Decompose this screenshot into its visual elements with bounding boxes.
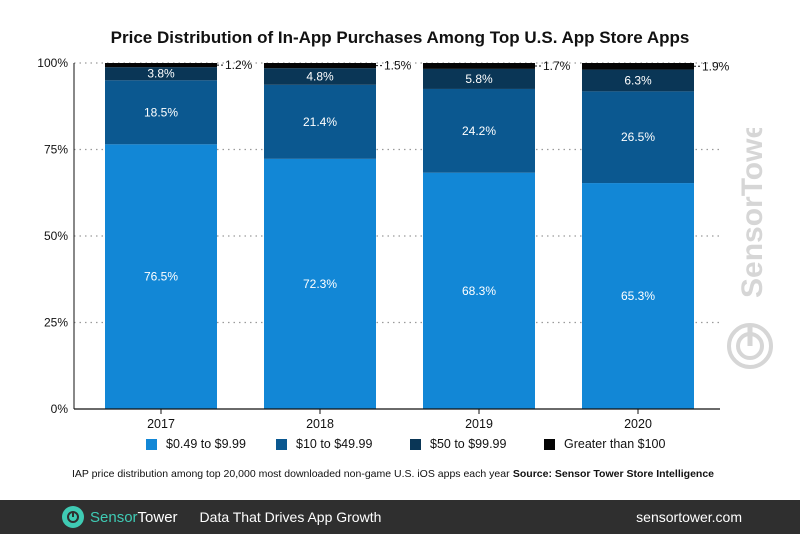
sensortower-logo-icon (62, 506, 84, 528)
bar-2017-3 (105, 63, 217, 68)
data-label-2018-2: 4.8% (306, 69, 334, 83)
legend-swatch-3 (544, 438, 555, 450)
legend-label-3: Greater than $100 (564, 437, 666, 451)
x-tick-label-2017: 2017 (147, 417, 175, 431)
y-tick-label-2: 50% (44, 229, 68, 243)
footer-logo[interactable]: SensorTower (62, 506, 178, 528)
data-label-2019-0: 68.3% (462, 284, 496, 298)
legend-item-0: $0.49 to $9.99 (146, 437, 246, 451)
bar-2019-2 (423, 68, 535, 89)
legend-label-2: $50 to $99.99 (430, 437, 507, 451)
chart-source: Source: Sensor Tower Store Intelligence (512, 468, 714, 480)
legend-label-1: $10 to $49.99 (296, 437, 373, 451)
legend-item-1: $10 to $49.99 (276, 437, 372, 451)
bar-2019-0 (423, 172, 535, 409)
data-label-2020-1: 26.5% (621, 130, 655, 144)
x-tick-label-2018: 2018 (306, 417, 334, 431)
bar-2017-2 (105, 67, 217, 81)
data-label-2019-3: 1.7% (543, 59, 571, 73)
data-label-2017-2: 3.8% (147, 67, 175, 81)
footer-tagline: Data That Drives App Growth (199, 509, 382, 525)
y-tick-label-0: 0% (51, 402, 69, 416)
bar-2020-1 (582, 91, 694, 184)
data-label-2018-0: 72.3% (303, 277, 337, 291)
data-label-2020-0: 65.3% (621, 289, 655, 303)
legend-swatch-1 (276, 438, 287, 450)
data-label-2017-0: 76.5% (144, 270, 178, 284)
bar-2017-0 (105, 144, 217, 409)
y-tick-label-1: 25% (44, 316, 68, 330)
legend: $0.49 to $9.99 $10 to $49.99 $50 to $99.… (120, 437, 720, 459)
data-label-2019-2: 5.8% (465, 72, 493, 86)
footer-bar: SensorTower Data That Drives App Growth … (0, 500, 800, 534)
bar-2020-3 (582, 63, 694, 70)
watermark-text: SensorTower (736, 128, 769, 298)
bar-2018-0 (264, 158, 376, 409)
y-tick-label-3: 75% (44, 143, 68, 157)
x-tick-label-2019: 2019 (465, 417, 493, 431)
watermark-logo-icon (727, 323, 773, 369)
data-label-2017-3: 1.2% (225, 58, 253, 72)
chart-title: Price Distribution of In-App Purchases A… (110, 28, 690, 47)
sensortower-watermark: SensorTower (727, 128, 773, 369)
bar-2019-1 (423, 88, 535, 173)
legend-label-0: $0.49 to $9.99 (166, 437, 246, 451)
bar-2018-1 (264, 84, 376, 159)
footer-brand: SensorTower (90, 509, 178, 526)
bar-2018-3 (264, 63, 376, 69)
footer-brand-part2: Tower (137, 508, 178, 526)
bar-2020-0 (582, 183, 694, 409)
data-label-2018-1: 21.4% (303, 115, 337, 129)
bar-2018-2 (264, 68, 376, 85)
legend-swatch-0 (146, 438, 157, 450)
data-label-2020-3: 1.9% (702, 59, 730, 73)
bar-2020-2 (582, 69, 694, 92)
data-label-2020-2: 6.3% (624, 73, 652, 87)
footer-url[interactable]: sensortower.com (636, 509, 742, 525)
x-tick-label-2020: 2020 (624, 417, 652, 431)
legend-item-3: Greater than $100 (544, 437, 665, 451)
y-tick-label-4: 100% (37, 56, 68, 70)
legend-item-2: $50 to $99.99 (410, 437, 506, 451)
data-label-2019-1: 24.2% (462, 124, 496, 138)
data-label-2017-1: 18.5% (144, 105, 178, 119)
legend-swatch-2 (410, 438, 421, 450)
chart-caption: IAP price distribution among top 20,000 … (72, 468, 510, 480)
bar-2019-3 (423, 63, 535, 69)
data-label-2018-3: 1.5% (384, 59, 412, 73)
bar-2017-1 (105, 80, 217, 145)
footer-brand-part1: Sensor (90, 508, 138, 526)
